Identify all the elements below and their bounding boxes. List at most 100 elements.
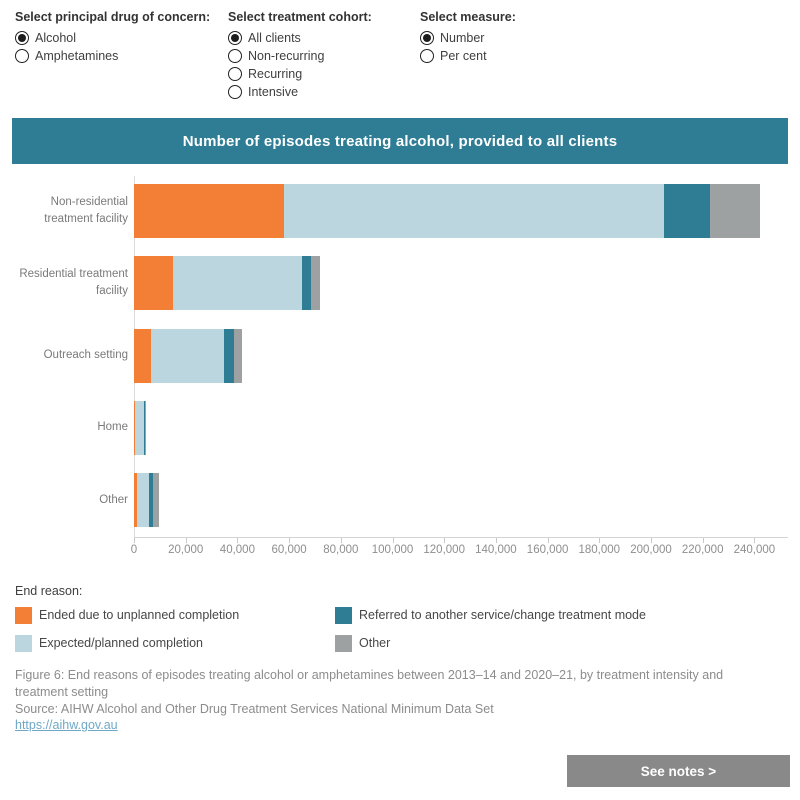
radio-label-amphetamines: Amphetamines <box>35 49 119 63</box>
filter-group-measure: Select measure: Number Per cent <box>420 10 516 65</box>
bar-segment-other--other[interactable] <box>153 473 159 528</box>
bar-segment-home--referred-to-another-service-change-treatment-mode[interactable] <box>144 400 145 455</box>
legend-item-ended-due-to-unplanned-completion[interactable]: Ended due to unplanned completion <box>15 606 335 624</box>
filter-label-cohort: Select treatment cohort: <box>228 10 372 24</box>
see-notes-label: See notes > <box>640 763 717 779</box>
legend-label-ended-due-to-unplanned-completion: Ended due to unplanned completion <box>39 608 240 622</box>
category-label-other: Other <box>99 493 128 506</box>
x-axis-tick <box>754 538 756 543</box>
radio-icon-intensive[interactable] <box>228 85 242 99</box>
x-tick-label-40-000: 40,000 <box>219 544 255 556</box>
x-tick-label-180-000: 180,000 <box>578 544 621 556</box>
bar-segment-home--other[interactable] <box>145 400 146 455</box>
legend-item-expected-planned-completion[interactable]: Expected/planned completion <box>15 634 335 652</box>
filter-label-drug: Select principal drug of concern: <box>15 10 211 24</box>
radio-option-recurring[interactable]: Recurring <box>228 65 372 83</box>
radio-option-per-cent[interactable]: Per cent <box>420 47 516 65</box>
legend-swatch-ended-due-to-unplanned-completion <box>15 606 32 624</box>
bar-row-non-residential-treatment-facility <box>134 184 760 238</box>
bar-segment-non-residential-treatment-facility--ended-due-to-unplanned-completion[interactable] <box>134 184 284 238</box>
radio-label-non-recurring: Non-recurring <box>248 49 325 63</box>
category-label-outreach-setting: Outreach setting <box>43 349 128 362</box>
radio-option-amphetamines[interactable]: Amphetamines <box>15 47 210 65</box>
figure-caption: Figure 6: End reasons of episodes treati… <box>15 668 724 699</box>
radio-label-all-clients: All clients <box>248 31 301 45</box>
radio-option-intensive[interactable]: Intensive <box>228 83 372 101</box>
x-axis-tick <box>340 538 342 543</box>
bar-segment-other--ended-due-to-unplanned-completion[interactable] <box>134 473 137 528</box>
radio-label-alcohol: Alcohol <box>35 31 76 45</box>
bar-segment-non-residential-treatment-facility--expected-planned-completion[interactable] <box>284 184 664 238</box>
x-tick-label-120-000: 120,000 <box>423 544 465 556</box>
x-axis-tick <box>702 538 704 543</box>
aihw-link[interactable]: https://aihw.gov.au <box>15 718 118 733</box>
legend-item-other[interactable]: Other <box>335 634 646 652</box>
x-axis-tick <box>289 538 291 543</box>
bar-segment-outreach-setting--expected-planned-completion[interactable] <box>151 328 224 383</box>
legend-swatch-referred-to-another-service-change-treatment-mode <box>335 606 352 624</box>
bar-segment-non-residential-treatment-facility--other[interactable] <box>710 184 760 238</box>
bar-segment-non-residential-treatment-facility--referred-to-another-service-change-treatment-mode[interactable] <box>664 184 710 238</box>
bar-segment-residential-treatment-facility--other[interactable] <box>311 256 320 311</box>
x-tick-label-200-000: 200,000 <box>630 544 672 556</box>
legend-label-referred-to-another-service-change-treatment-mode: Referred to another service/change treat… <box>359 608 646 622</box>
radio-icon-alcohol[interactable] <box>15 31 29 45</box>
radio-icon-number[interactable] <box>420 31 434 45</box>
bar-segment-outreach-setting--ended-due-to-unplanned-completion[interactable] <box>134 328 151 383</box>
bar-segment-home--ended-due-to-unplanned-completion[interactable] <box>134 400 135 455</box>
x-axis-tick <box>134 538 135 543</box>
x-tick-label-140-000: 140,000 <box>475 544 517 556</box>
bar-segment-outreach-setting--referred-to-another-service-change-treatment-mode[interactable] <box>224 328 234 383</box>
footer-notes: Figure 6: End reasons of episodes treati… <box>15 667 777 734</box>
bar-segment-residential-treatment-facility--referred-to-another-service-change-treatment-mode[interactable] <box>302 256 311 311</box>
radio-option-alcohol[interactable]: Alcohol <box>15 29 210 47</box>
source-line: Source: AIHW Alcohol and Other Drug Trea… <box>15 701 494 716</box>
radio-label-intensive: Intensive <box>248 85 299 99</box>
radio-option-number[interactable]: Number <box>420 29 516 47</box>
radio-icon-non-recurring[interactable] <box>228 49 242 63</box>
bar-segment-residential-treatment-facility--ended-due-to-unplanned-completion[interactable] <box>134 256 173 311</box>
bar-segment-other--referred-to-another-service-change-treatment-mode[interactable] <box>149 473 153 528</box>
x-axis-tick <box>237 538 239 543</box>
see-notes-button[interactable]: See notes > <box>567 755 790 787</box>
chart-title-banner: Number of episodes treating alcohol, pro… <box>12 118 788 164</box>
legend-label-expected-planned-completion: Expected/planned completion <box>39 636 204 650</box>
radio-icon-recurring[interactable] <box>228 67 242 81</box>
radio-label-number: Number <box>440 31 485 45</box>
x-axis-tick <box>185 538 187 543</box>
category-label-non-residential-treatment-facility: Non-residential treatment facility <box>44 196 128 225</box>
radio-label-recurring: Recurring <box>248 67 303 81</box>
bar-row-home <box>134 400 146 455</box>
x-tick-label-160-000: 160,000 <box>526 544 569 556</box>
legend-title: End reason: <box>15 584 83 598</box>
x-axis-tick <box>495 538 497 543</box>
chart-legend: End reason: Ended due to unplanned compl… <box>15 584 795 662</box>
legend-swatch-other <box>335 634 352 652</box>
chart-title: Number of episodes treating alcohol, pro… <box>182 132 618 150</box>
category-label-home: Home <box>97 421 128 434</box>
x-axis-line <box>134 537 788 538</box>
legend-item-referred-to-another-service-change-treatment-mode[interactable]: Referred to another service/change treat… <box>335 606 646 624</box>
bar-segment-outreach-setting--other[interactable] <box>234 328 242 383</box>
x-axis-tick <box>547 538 549 543</box>
radio-label-per-cent: Per cent <box>440 49 487 63</box>
radio-option-all-clients[interactable]: All clients <box>228 29 372 47</box>
stacked-bar-chart: Non-residential treatment facility Reside… <box>0 172 800 568</box>
bar-segment-residential-treatment-facility--expected-planned-completion[interactable] <box>173 256 302 311</box>
x-axis-tick <box>651 538 652 543</box>
radio-icon-amphetamines[interactable] <box>15 49 29 63</box>
radio-icon-per-cent[interactable] <box>420 49 434 63</box>
legend-label-other: Other <box>359 636 391 650</box>
x-tick-label-100-000: 100,000 <box>371 544 414 556</box>
x-tick-label-0: 0 <box>130 544 138 556</box>
radio-icon-all-clients[interactable] <box>228 31 242 45</box>
bar-segment-other--expected-planned-completion[interactable] <box>137 473 149 528</box>
bar-row-residential-treatment-facility <box>134 256 320 311</box>
x-tick-label-60-000: 60,000 <box>271 544 307 556</box>
bar-segment-home--expected-planned-completion[interactable] <box>135 400 144 455</box>
x-axis-tick <box>392 538 394 543</box>
radio-option-non-recurring[interactable]: Non-recurring <box>228 47 372 65</box>
filter-group-cohort: Select treatment cohort: All clients Non-r… <box>228 10 372 101</box>
x-axis-tick <box>444 538 446 543</box>
bar-row-outreach-setting <box>134 328 242 383</box>
